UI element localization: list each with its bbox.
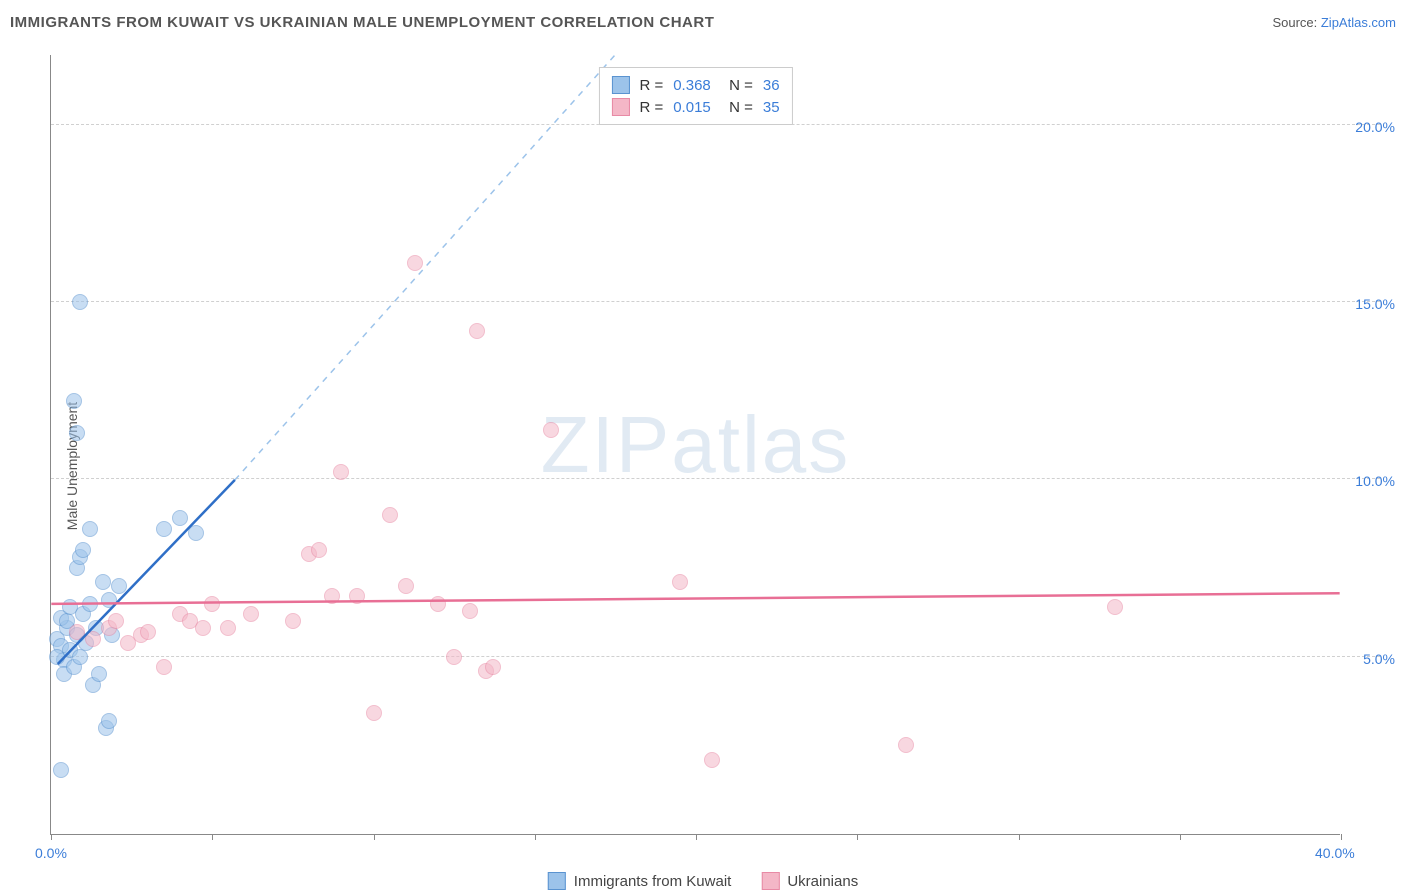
scatter-point bbox=[101, 713, 117, 729]
x-tick-mark bbox=[857, 834, 858, 840]
swatch-icon bbox=[548, 872, 566, 890]
x-axis-tick-label: 0.0% bbox=[35, 845, 67, 861]
scatter-point bbox=[195, 620, 211, 636]
scatter-point bbox=[72, 649, 88, 665]
scatter-point bbox=[469, 323, 485, 339]
source-label: Source: ZipAtlas.com bbox=[1272, 15, 1396, 30]
scatter-point bbox=[69, 425, 85, 441]
scatter-point bbox=[53, 762, 69, 778]
gridline-h bbox=[51, 478, 1380, 479]
scatter-point bbox=[446, 649, 462, 665]
y-axis-tick-label: 10.0% bbox=[1355, 473, 1395, 489]
scatter-point bbox=[898, 737, 914, 753]
legend-item: Ukrainians bbox=[761, 872, 858, 890]
scatter-point bbox=[220, 620, 236, 636]
swatch-icon bbox=[611, 76, 629, 94]
legend-stats-row: R = 0.015 N = 35 bbox=[611, 96, 779, 118]
x-tick-mark bbox=[1019, 834, 1020, 840]
swatch-icon bbox=[611, 98, 629, 116]
source-link[interactable]: ZipAtlas.com bbox=[1321, 15, 1396, 30]
legend-stats-row: R = 0.368 N = 36 bbox=[611, 74, 779, 96]
scatter-point bbox=[704, 752, 720, 768]
scatter-point bbox=[462, 603, 478, 619]
scatter-point bbox=[243, 606, 259, 622]
watermark: ZIPatlas bbox=[541, 399, 850, 491]
legend-series: Immigrants from Kuwait Ukrainians bbox=[548, 872, 858, 890]
scatter-point bbox=[140, 624, 156, 640]
swatch-icon bbox=[761, 872, 779, 890]
x-tick-mark bbox=[374, 834, 375, 840]
scatter-point bbox=[382, 507, 398, 523]
scatter-point bbox=[1107, 599, 1123, 615]
scatter-point bbox=[430, 596, 446, 612]
scatter-point bbox=[82, 521, 98, 537]
scatter-point bbox=[349, 588, 365, 604]
scatter-point bbox=[543, 422, 559, 438]
scatter-point bbox=[188, 525, 204, 541]
trend-lines-layer bbox=[51, 55, 1340, 834]
scatter-point bbox=[85, 631, 101, 647]
x-tick-mark bbox=[51, 834, 52, 840]
scatter-point bbox=[172, 510, 188, 526]
gridline-h bbox=[51, 301, 1380, 302]
x-tick-mark bbox=[1341, 834, 1342, 840]
scatter-point bbox=[204, 596, 220, 612]
scatter-point bbox=[311, 542, 327, 558]
scatter-point bbox=[69, 624, 85, 640]
scatter-point bbox=[91, 666, 107, 682]
x-tick-mark bbox=[1180, 834, 1181, 840]
gridline-h bbox=[51, 656, 1380, 657]
scatter-point bbox=[285, 613, 301, 629]
scatter-point bbox=[156, 521, 172, 537]
scatter-point bbox=[108, 613, 124, 629]
scatter-point bbox=[75, 542, 91, 558]
y-axis-tick-label: 15.0% bbox=[1355, 296, 1395, 312]
scatter-point bbox=[101, 592, 117, 608]
scatter-point bbox=[156, 659, 172, 675]
scatter-point bbox=[366, 705, 382, 721]
chart-container: Male Unemployment ZIPatlas R = 0.368 N =… bbox=[0, 40, 1406, 892]
scatter-point bbox=[398, 578, 414, 594]
scatter-point bbox=[95, 574, 111, 590]
scatter-point bbox=[672, 574, 688, 590]
scatter-point bbox=[82, 596, 98, 612]
scatter-point bbox=[407, 255, 423, 271]
scatter-point bbox=[66, 393, 82, 409]
scatter-point bbox=[111, 578, 127, 594]
y-axis-tick-label: 20.0% bbox=[1355, 119, 1395, 135]
x-tick-mark bbox=[535, 834, 536, 840]
scatter-point bbox=[49, 649, 65, 665]
chart-title: IMMIGRANTS FROM KUWAIT VS UKRAINIAN MALE… bbox=[10, 14, 714, 31]
y-axis-tick-label: 5.0% bbox=[1363, 651, 1395, 667]
legend-stats-box: R = 0.368 N = 36 R = 0.015 N = 35 bbox=[598, 67, 792, 125]
scatter-point bbox=[324, 588, 340, 604]
legend-item: Immigrants from Kuwait bbox=[548, 872, 732, 890]
scatter-point bbox=[72, 294, 88, 310]
x-tick-mark bbox=[696, 834, 697, 840]
x-axis-tick-label: 40.0% bbox=[1315, 845, 1355, 861]
scatter-plot: ZIPatlas R = 0.368 N = 36 R = 0.015 N = … bbox=[50, 55, 1340, 835]
x-tick-mark bbox=[212, 834, 213, 840]
scatter-point bbox=[333, 464, 349, 480]
scatter-point bbox=[485, 659, 501, 675]
